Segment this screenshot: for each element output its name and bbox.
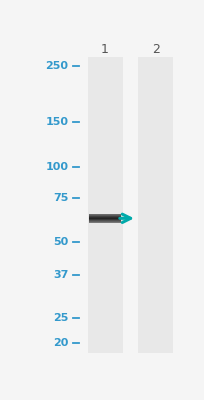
Text: 1: 1 (101, 43, 109, 56)
Text: 100: 100 (45, 162, 68, 172)
Text: 250: 250 (45, 61, 68, 71)
Bar (87, 57, 122, 353)
Text: 150: 150 (45, 117, 68, 127)
Text: 50: 50 (53, 238, 68, 248)
Bar (138, 57, 173, 353)
Text: 25: 25 (53, 313, 68, 323)
Text: 20: 20 (53, 338, 68, 348)
Text: 75: 75 (53, 193, 68, 203)
Text: 2: 2 (151, 43, 159, 56)
Text: 37: 37 (53, 270, 68, 280)
